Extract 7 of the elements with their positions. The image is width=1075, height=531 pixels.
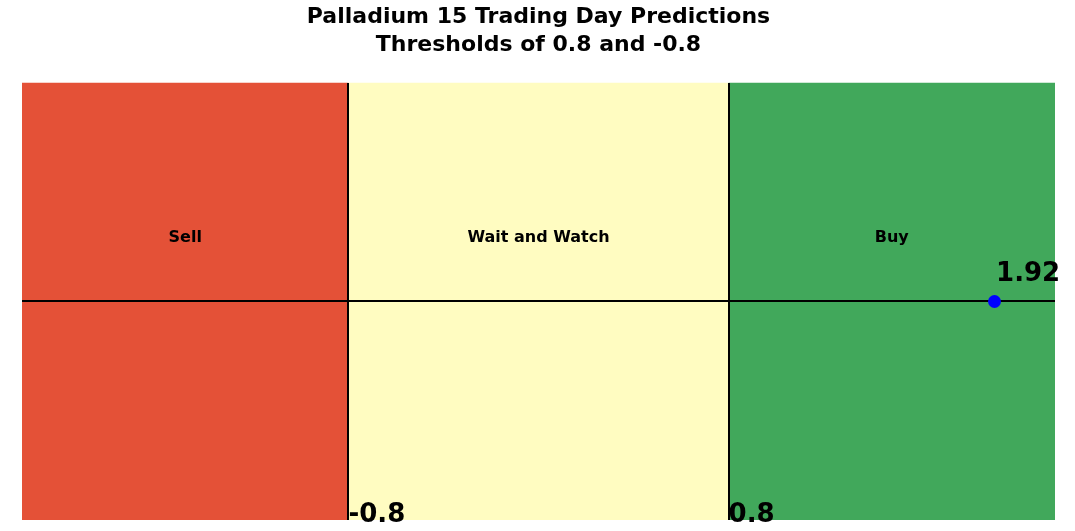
- text: Sell: [168, 227, 202, 247]
- text: -0.8: [348, 497, 406, 528]
- text: Buy: [874, 227, 909, 247]
- text: Palladium 15 Trading Day Predictions: [306, 2, 771, 28]
- text: Thresholds of 0.8 and -0.8: [375, 31, 702, 57]
- text: 0.8: [728, 497, 775, 528]
- text: Wait and Watch: [467, 227, 610, 247]
